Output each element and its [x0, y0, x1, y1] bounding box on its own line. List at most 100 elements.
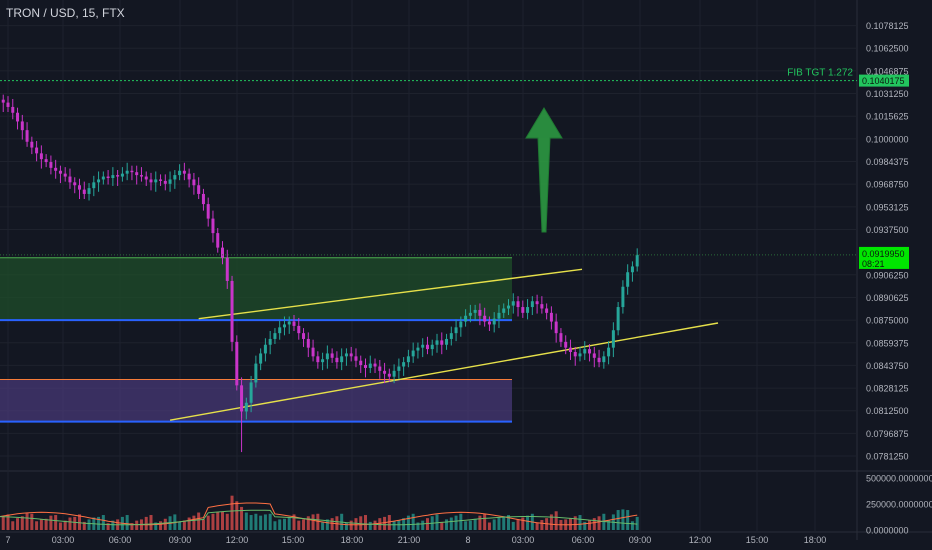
candle-body: [497, 312, 501, 319]
volume-bar: [383, 516, 387, 530]
price-axis[interactable]: 0.1078125 0.1062500 0.1046875 0.1031250 0.10…: [866, 21, 932, 535]
volume-bar: [163, 518, 167, 530]
volume-bar: [6, 514, 10, 530]
candle-body: [421, 344, 425, 348]
volume-bar: [187, 517, 191, 530]
volume-bar: [516, 519, 520, 530]
candle-body: [602, 356, 606, 363]
volume-bar: [526, 515, 530, 530]
candle-body: [178, 170, 182, 176]
volume-bar: [630, 521, 634, 530]
last-price-text: 0.0919950: [862, 249, 905, 259]
candle-body: [116, 175, 120, 177]
candle-body: [135, 172, 139, 176]
candle-body: [282, 324, 286, 328]
volume-tick-label: 0.0000000: [866, 526, 909, 536]
volume-bar: [316, 513, 320, 530]
volume-bar: [535, 522, 539, 530]
volume-bar: [254, 513, 258, 530]
candle-body: [201, 193, 205, 205]
volume-bar: [311, 514, 315, 530]
volume-bar: [373, 520, 377, 530]
candle-body: [526, 307, 530, 313]
last-price-countdown: 08:21: [862, 259, 885, 269]
candle-body: [483, 315, 487, 322]
candle-body: [464, 315, 468, 322]
volume-bar: [621, 509, 625, 530]
candle-body: [516, 301, 520, 308]
candle-body: [387, 373, 391, 377]
upper-trendline: [198, 268, 583, 320]
candle-body: [25, 130, 29, 142]
price-tick-label: 0.1015625: [866, 112, 909, 122]
candle-body: [392, 370, 396, 377]
candle-body: [206, 204, 210, 219]
candle-body: [92, 182, 96, 189]
up-arrow-icon: [525, 107, 563, 233]
candle-body: [68, 176, 72, 183]
price-tick-label: 0.0906250: [866, 270, 909, 280]
volume-bar: [325, 519, 329, 530]
candle-body: [487, 321, 491, 325]
volume-bar: [211, 513, 215, 530]
price-tick-label: 0.1031250: [866, 89, 909, 99]
candle-body: [106, 176, 110, 178]
candle-body: [411, 350, 415, 357]
candle-body: [359, 360, 363, 366]
candle-body: [449, 333, 453, 339]
candle-body: [402, 362, 406, 367]
target-label: FIB TGT 1.272: [787, 68, 853, 79]
volume-bar: [244, 512, 248, 530]
candle-body: [321, 359, 325, 363]
volume-bar: [111, 520, 115, 530]
time-axis[interactable]: 7 03:00 06:00 09:00 12:00 15:00 18:00 21:00 8 03:…: [5, 535, 826, 545]
candle-body: [445, 338, 449, 345]
candle-body: [159, 179, 163, 181]
candle-body: [111, 175, 115, 178]
time-tick-label: 06:00: [572, 535, 595, 545]
volume-bar: [540, 520, 544, 530]
volume-bar: [626, 510, 630, 530]
candle-body: [216, 233, 220, 248]
symbol-title[interactable]: TRON / USD, 15, FTX: [6, 6, 125, 20]
candle-body: [459, 321, 463, 328]
volume-bar: [421, 520, 425, 530]
candle-body: [440, 340, 444, 345]
candle-body: [73, 182, 77, 186]
price-tick-label: 0.0875000: [866, 316, 909, 326]
volume-bar: [392, 521, 396, 530]
volume-bar: [497, 517, 501, 530]
volume-bar: [240, 506, 244, 530]
target-price-badge: [859, 74, 909, 87]
candle-body: [244, 402, 248, 412]
price-tick-label: 0.0953125: [866, 202, 909, 212]
time-tick-label: 03:00: [52, 535, 75, 545]
volume-ma-slow: [0, 509, 638, 526]
volume-bar: [30, 513, 34, 530]
candle-body: [82, 189, 86, 194]
candle-body: [478, 309, 482, 316]
candle-body: [268, 338, 272, 345]
volume-bar: [197, 512, 201, 530]
volume-bar: [402, 518, 406, 530]
candle-body: [549, 312, 553, 322]
price-tick-label: 0.0828125: [866, 384, 909, 394]
trendlines[interactable]: [169, 268, 719, 421]
time-tick-label: 7: [5, 535, 10, 545]
candle-body: [397, 366, 401, 371]
volume-bar: [20, 516, 24, 530]
candle-body: [78, 185, 81, 190]
volume-bar: [583, 521, 587, 530]
candle-body: [430, 344, 434, 350]
volume-bar: [206, 515, 210, 530]
volume-bar: [192, 515, 196, 530]
candle-body: [292, 321, 296, 326]
volume-bar: [287, 516, 291, 530]
candle-body: [511, 301, 515, 306]
volume-bar: [106, 523, 110, 530]
candle-body: [149, 179, 153, 183]
candle-body: [325, 353, 329, 360]
candle-body: [364, 365, 367, 368]
